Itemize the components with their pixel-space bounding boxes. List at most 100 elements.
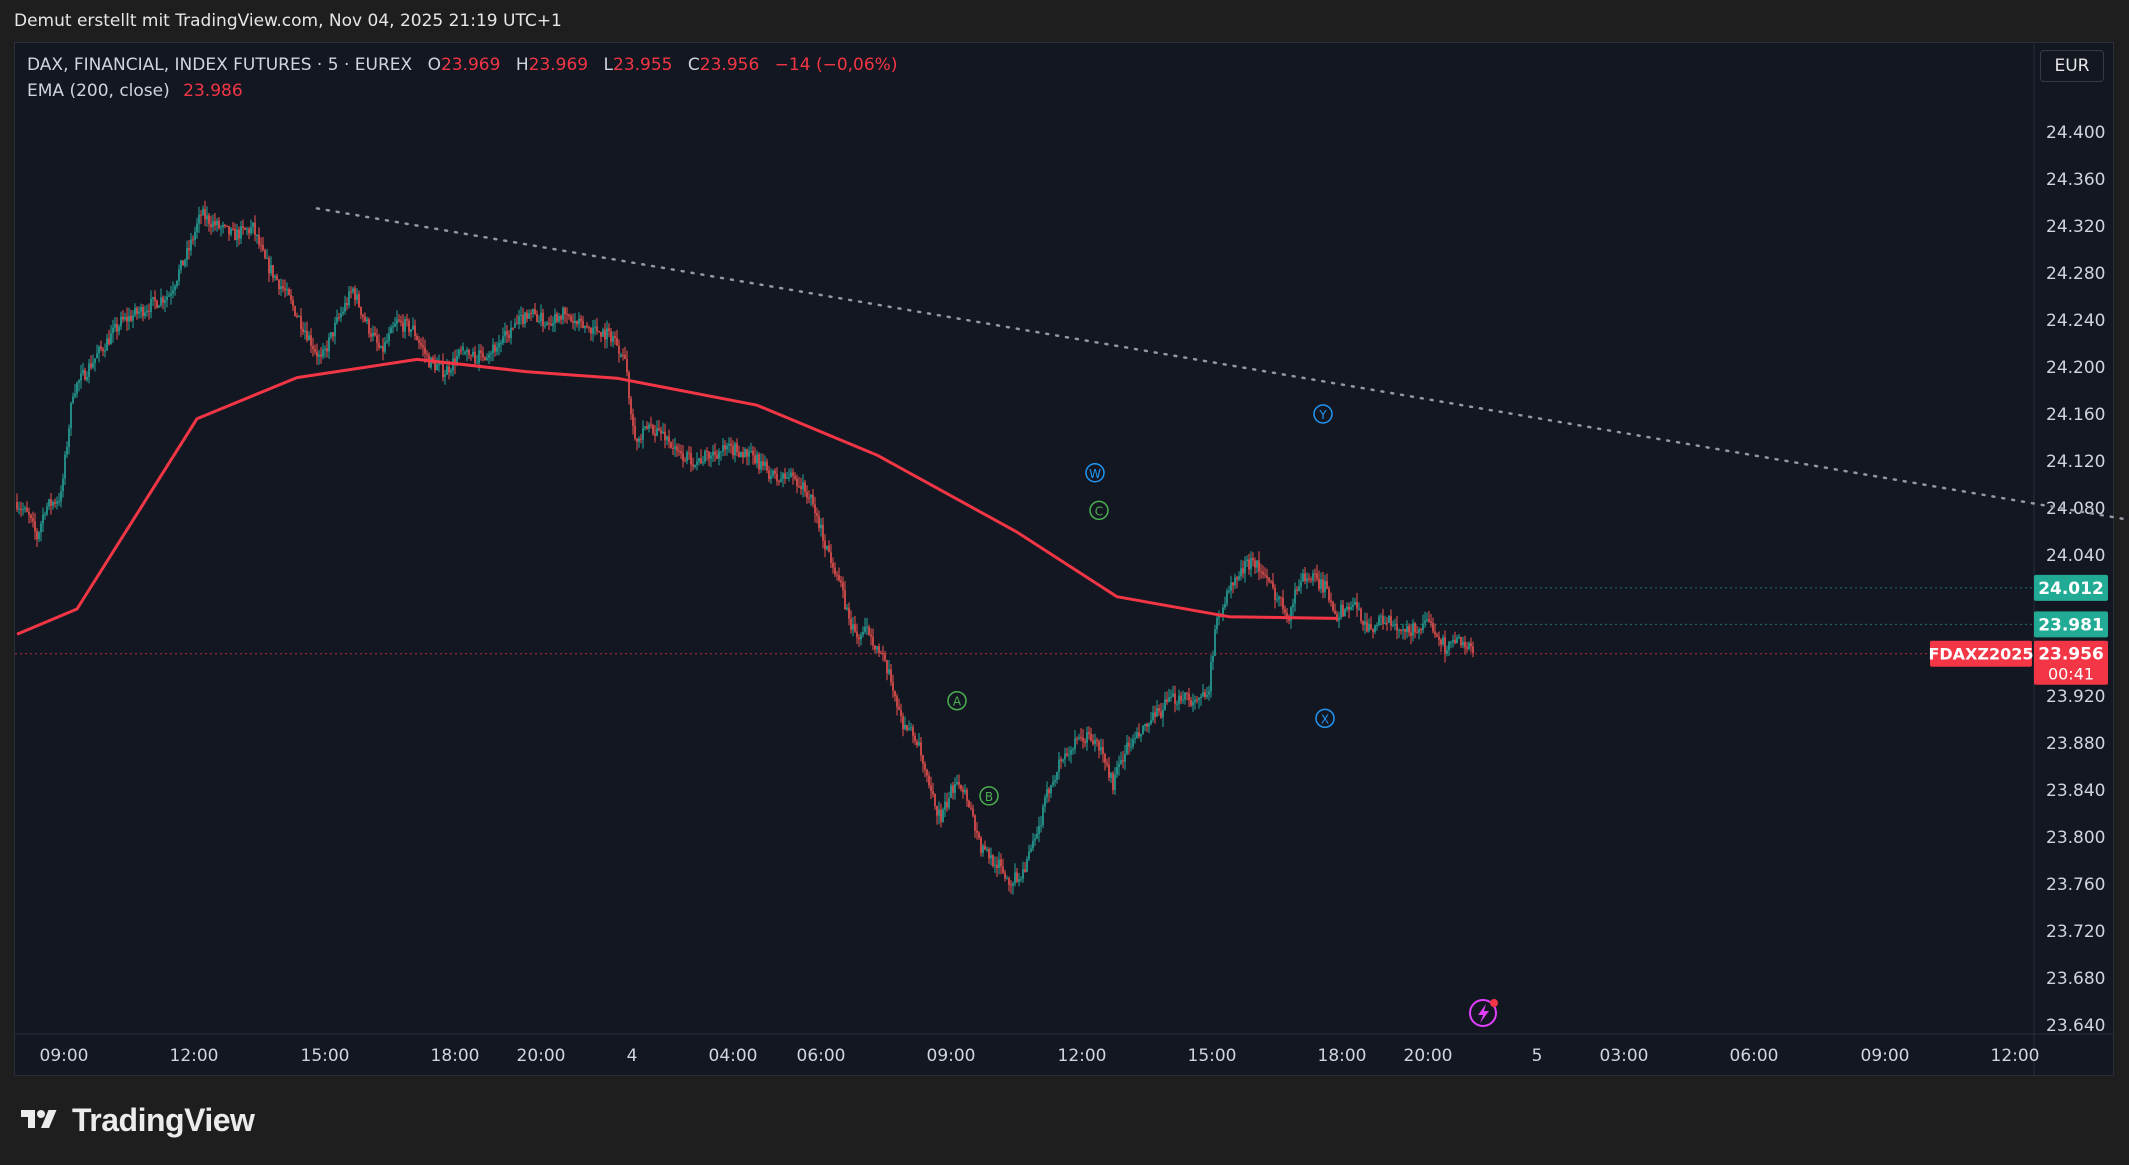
tradingview-logo-icon <box>21 1110 57 1128</box>
candle <box>780 478 782 482</box>
ema-label[interactable]: EMA (200, close) <box>27 81 170 101</box>
candle <box>972 808 974 816</box>
candle <box>810 494 812 498</box>
candle <box>474 351 476 364</box>
candle <box>94 358 96 363</box>
chart-legend: DAX, FINANCIAL, INDEX FUTURES · 5 · EURE… <box>27 52 897 104</box>
candle <box>400 320 402 323</box>
candle <box>416 336 418 340</box>
candle <box>834 567 836 575</box>
candle <box>926 769 928 776</box>
candle <box>1020 878 1022 880</box>
chart-pane[interactable] <box>14 42 2114 1076</box>
candle <box>1276 599 1278 601</box>
candle <box>1362 620 1364 625</box>
symbol-title[interactable]: DAX, FINANCIAL, INDEX FUTURES · 5 · EURE… <box>27 55 413 75</box>
candle <box>726 445 728 450</box>
candle <box>936 805 938 816</box>
candle <box>916 741 918 746</box>
brand-name: TradingView <box>72 1101 255 1138</box>
candle <box>1068 754 1070 756</box>
candle <box>1282 597 1284 610</box>
candle <box>114 324 116 328</box>
candle <box>32 518 34 522</box>
open-label: O <box>427 55 441 75</box>
candle <box>20 508 22 510</box>
candle <box>164 300 166 303</box>
candle <box>1150 720 1152 724</box>
candle <box>336 317 338 323</box>
candle <box>1004 872 1006 879</box>
lightning-icon-ring <box>1469 999 1497 1027</box>
time-tick-label: 09:00 <box>40 1046 89 1066</box>
candle <box>702 461 704 464</box>
candle <box>214 221 216 226</box>
candle <box>888 669 890 674</box>
candle <box>1390 615 1392 626</box>
candle <box>1114 774 1116 791</box>
price-tick-label: 24.240 <box>2046 311 2105 331</box>
candle <box>264 250 266 259</box>
candle <box>516 323 518 325</box>
price-tick-label: 24.120 <box>2046 452 2105 472</box>
candle <box>1090 733 1092 741</box>
candle <box>830 552 832 564</box>
candle <box>1140 734 1142 737</box>
candle <box>784 473 786 479</box>
candle <box>1056 771 1058 780</box>
currency-button[interactable]: EUR <box>2040 50 2104 82</box>
candle <box>1388 615 1390 623</box>
time-tick-label: 18:00 <box>431 1046 480 1066</box>
attribution-text: Demut erstellt mit TradingView.com, Nov … <box>14 11 562 31</box>
time-tick-label: 03:00 <box>1600 1046 1649 1066</box>
candle <box>1382 615 1384 624</box>
candle <box>982 845 984 853</box>
candle <box>442 362 444 377</box>
candle <box>58 501 60 503</box>
candle <box>468 349 470 355</box>
candle <box>524 312 526 324</box>
candle <box>1334 610 1336 615</box>
candle <box>354 288 356 300</box>
candle <box>466 349 468 352</box>
candle <box>280 286 282 290</box>
candle <box>1194 699 1196 703</box>
candle <box>722 445 724 452</box>
candle <box>1160 711 1162 718</box>
open-value: 23.969 <box>440 55 501 75</box>
candle <box>858 637 860 640</box>
candle <box>1186 692 1188 694</box>
candle <box>1332 602 1334 611</box>
attribution-bar: Demut erstellt mit TradingView.com, Nov … <box>0 0 2129 42</box>
candle <box>556 313 558 322</box>
candle <box>322 349 324 357</box>
candle <box>710 455 712 459</box>
candle <box>840 580 842 583</box>
tradingview-brand[interactable]: TradingView <box>16 1100 255 1140</box>
candle <box>230 228 232 235</box>
candle <box>530 313 532 315</box>
candle <box>1214 629 1216 656</box>
candle <box>1352 604 1354 608</box>
candle <box>526 312 528 319</box>
candle <box>668 436 670 443</box>
candle <box>1274 587 1276 600</box>
candle <box>1128 742 1130 747</box>
candle <box>1244 561 1246 574</box>
candle <box>1166 699 1168 703</box>
candle <box>914 735 916 742</box>
candle <box>348 291 350 306</box>
candle <box>1326 581 1328 589</box>
price-tick-label: 24.080 <box>2046 499 2105 519</box>
candle <box>1082 737 1084 742</box>
candle <box>464 351 466 354</box>
candle <box>1252 557 1254 561</box>
candle <box>396 319 398 324</box>
candle <box>270 265 272 274</box>
price-tick-label: 24.160 <box>2046 405 2105 425</box>
candle <box>1118 763 1120 768</box>
candle <box>618 345 620 354</box>
candle <box>1316 573 1318 579</box>
candle <box>1136 732 1138 739</box>
